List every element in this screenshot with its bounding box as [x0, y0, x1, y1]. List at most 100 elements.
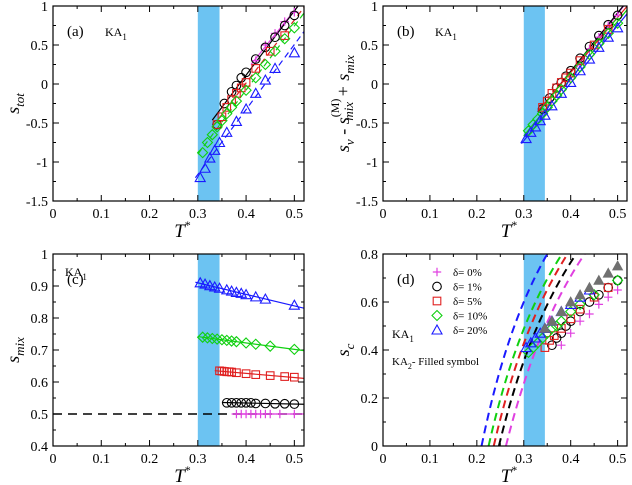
data-point — [575, 56, 585, 65]
y-tick-label: 0.7 — [31, 344, 49, 359]
data-point — [259, 292, 272, 304]
data-point — [566, 329, 575, 338]
plot-area — [520, 6, 627, 144]
plot-area — [480, 254, 624, 446]
y-tick-label: 0.8 — [31, 312, 49, 327]
data-point — [226, 397, 237, 408]
x-tick-label: 0.5 — [286, 452, 304, 467]
filled-symbol-note-rest: - Filled symbol — [412, 356, 479, 368]
y-tick-label: 0.6 — [361, 296, 379, 311]
y-tick-label: 0.8 — [361, 248, 379, 263]
data-point — [564, 76, 577, 87]
data-point — [201, 332, 214, 344]
data-point — [565, 316, 576, 327]
data-point — [259, 58, 272, 71]
x-tick-label: 0.3 — [515, 452, 533, 467]
data-point — [225, 101, 238, 114]
data-point — [241, 67, 251, 78]
x-tick-label: 0.1 — [421, 207, 439, 222]
y-axis-label-mid-sup: (M) — [328, 99, 342, 118]
data-point — [266, 409, 275, 419]
x-tick-label: 0.2 — [141, 207, 159, 222]
data-point — [564, 305, 577, 318]
filled-symbol-note: KA2- Filled symbol — [392, 356, 479, 371]
data-point — [265, 46, 275, 56]
y-tick-label: -1.5 — [26, 195, 48, 210]
y-tick-label: 0 — [371, 440, 378, 455]
data-point — [602, 267, 614, 278]
y-axis-label-mid: - s — [333, 117, 353, 139]
data-point — [251, 370, 261, 379]
fit-curve — [504, 254, 586, 446]
model-label-text: KA — [435, 25, 453, 39]
y-tick-label: -1 — [36, 156, 48, 171]
plot-area — [53, 276, 304, 419]
y-axis-label-sub: v — [342, 139, 357, 145]
fit-curve — [480, 254, 549, 446]
y-axis-label-sub: c — [342, 343, 357, 349]
data-point — [566, 314, 576, 324]
data-point — [552, 83, 561, 93]
data-point — [261, 40, 270, 50]
y-tick-label: 0.9 — [31, 280, 49, 295]
data-point — [270, 32, 280, 43]
x-tick-label: 0.4 — [562, 452, 580, 467]
data-point — [584, 41, 595, 52]
data-point — [211, 121, 223, 133]
data-point — [269, 45, 281, 58]
fit-curve — [497, 254, 578, 446]
x-tick-label: 0.5 — [609, 207, 627, 222]
legend-label: δ= 5% — [453, 296, 482, 308]
data-point — [538, 103, 547, 112]
y-axis-label-text: s — [3, 107, 23, 114]
data-point — [583, 48, 596, 61]
y-tick-label: 0.5 — [31, 39, 49, 54]
data-point — [555, 305, 567, 316]
data-point — [259, 73, 272, 85]
data-point — [249, 338, 262, 351]
x-tick-label: 0.1 — [421, 452, 439, 467]
x-axis-label: T* — [174, 218, 191, 242]
data-point — [249, 71, 262, 84]
x-axis-label-text: T — [174, 221, 186, 242]
data-point — [280, 372, 290, 381]
data-point — [555, 315, 568, 327]
data-point — [246, 397, 256, 408]
data-point — [550, 89, 563, 102]
y-tick-label: 0.5 — [361, 39, 379, 54]
plot-area — [194, 6, 304, 183]
data-point — [612, 10, 623, 21]
data-point — [220, 107, 233, 120]
data-point — [565, 296, 577, 307]
data-point — [270, 398, 280, 409]
data-point — [290, 409, 299, 419]
data-point — [555, 87, 568, 98]
data-point — [278, 32, 291, 45]
y-axis-label-text: s — [3, 356, 23, 363]
data-point — [241, 369, 251, 379]
panel-label-text: (a) — [67, 24, 84, 40]
model-label-text: KA — [392, 327, 410, 341]
y-axis-label-sub: mix — [12, 337, 27, 356]
glass-transition-band — [523, 254, 545, 446]
y-tick-label: -0.5 — [356, 117, 378, 132]
x-axis-label: T* — [501, 218, 518, 242]
model-label-sub: 1 — [409, 334, 414, 344]
data-point — [288, 46, 301, 58]
data-point — [221, 397, 232, 408]
data-point — [260, 398, 271, 409]
data-point — [249, 87, 262, 98]
data-point — [232, 89, 241, 98]
filled-symbol-note-sub: 2 — [408, 362, 412, 371]
model-label-sub: 1 — [122, 32, 127, 42]
legend-label: δ= 10% — [453, 311, 487, 323]
x-axis-label-sup: * — [185, 463, 191, 477]
data-point — [611, 17, 624, 29]
y-axis-label-text: s — [333, 349, 353, 356]
data-point — [561, 73, 571, 83]
data-point — [588, 289, 600, 301]
data-point — [583, 52, 596, 64]
x-tick-label: 0.5 — [609, 452, 627, 467]
model-label-sub: 1 — [82, 272, 87, 282]
data-point — [556, 78, 566, 87]
